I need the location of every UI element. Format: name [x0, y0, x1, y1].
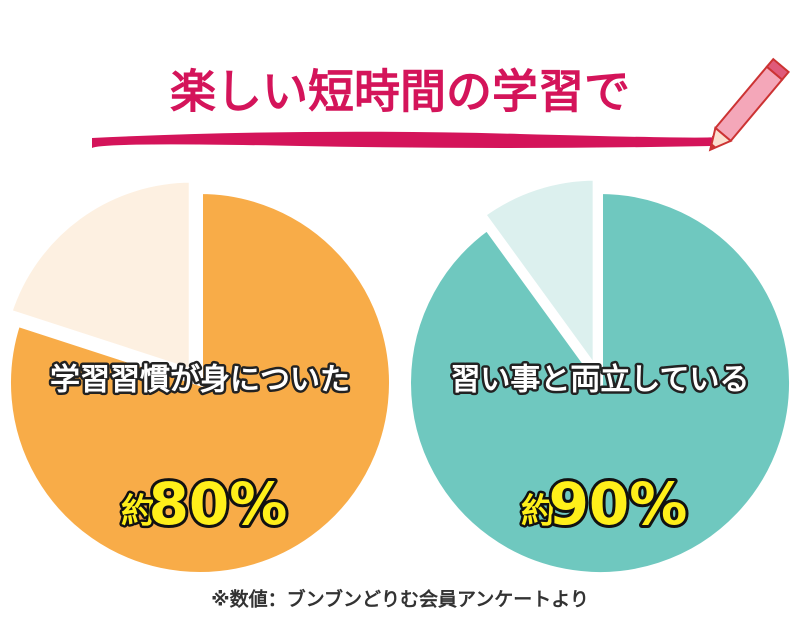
pie-slice: [405, 187, 795, 578]
brush-underline: [92, 131, 716, 148]
pie-slice: [478, 174, 599, 379]
value-label: 80%: [149, 470, 288, 538]
slice-label: 習い事と両立している: [450, 363, 749, 398]
slice-label: 学習習慣が身についた: [50, 363, 350, 398]
pencil-icon: [708, 57, 790, 152]
approx-prefix: 約: [121, 492, 155, 532]
pie-slice: [5, 176, 195, 376]
value-label: 90%: [549, 470, 688, 538]
source-note: ※数値：ブンブンどりむ会員アンケートより: [211, 588, 589, 611]
pie-slice: [5, 187, 395, 578]
approx-prefix: 約: [521, 492, 555, 532]
title: 楽しい短時間の学習で: [170, 65, 630, 119]
